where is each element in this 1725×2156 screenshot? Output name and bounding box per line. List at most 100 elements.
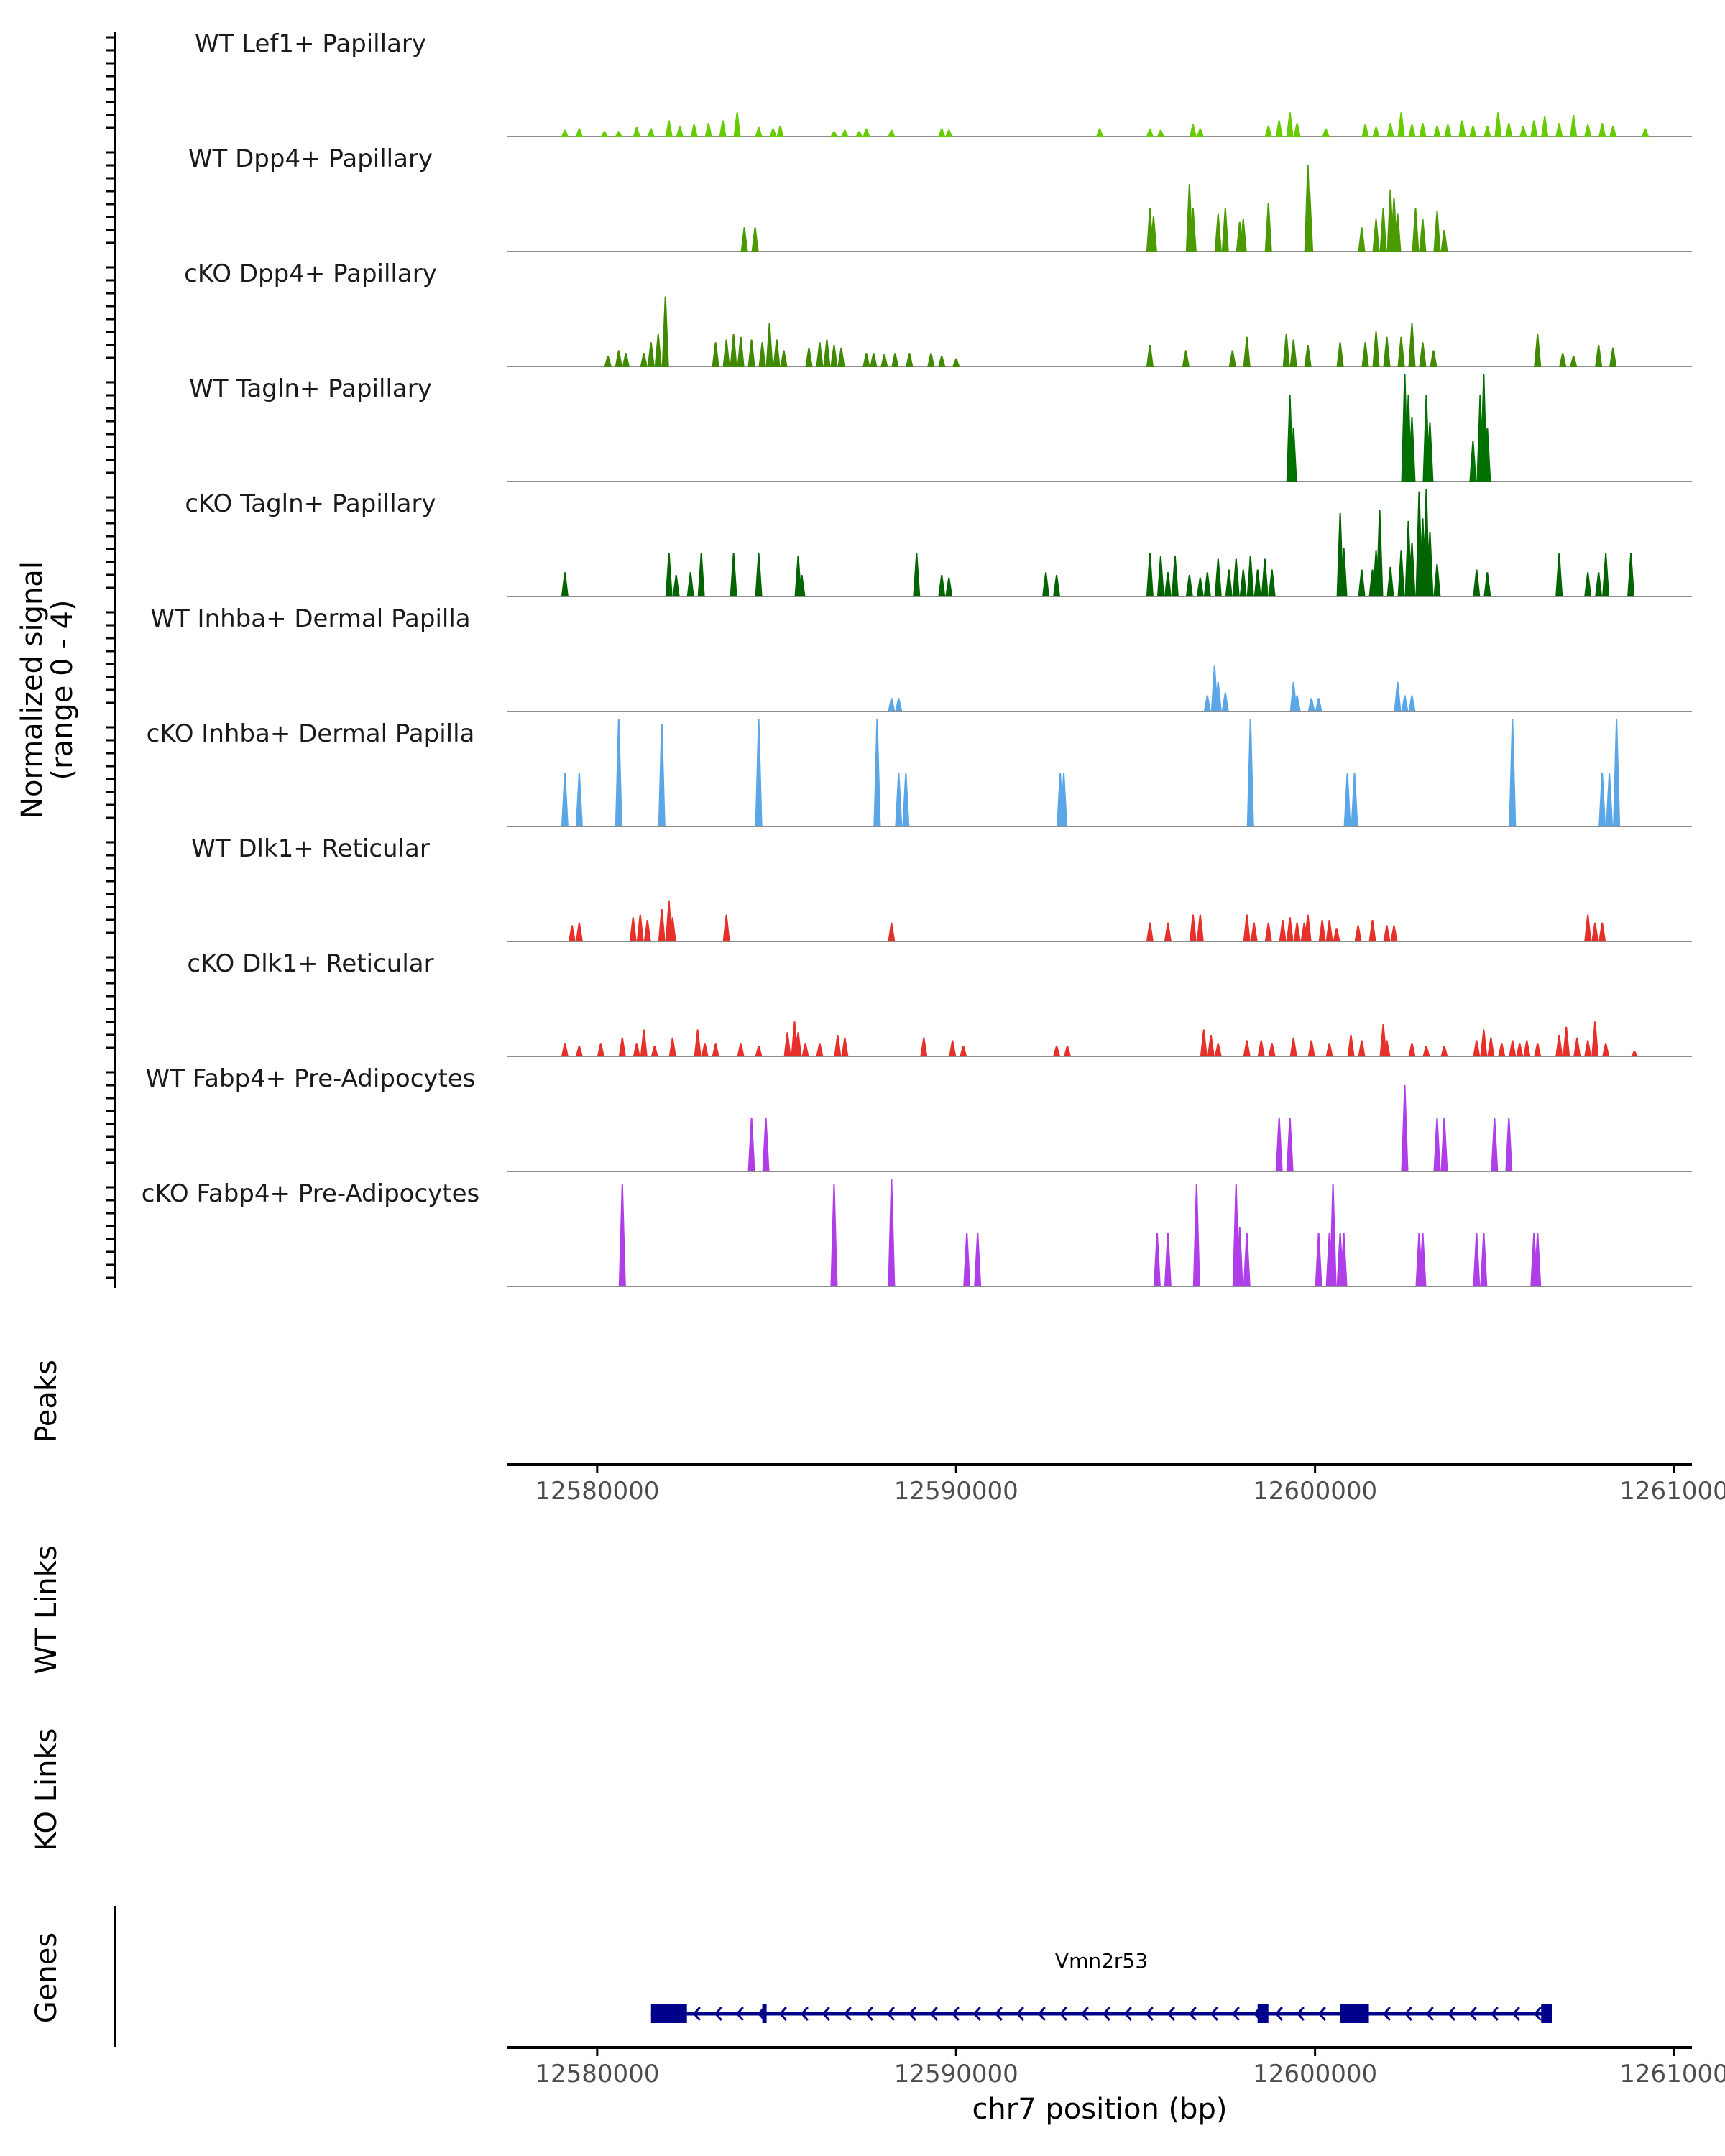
coverage-peak <box>1243 336 1251 367</box>
coverage-peak <box>1275 120 1283 137</box>
gene-name: Vmn2r53 <box>1055 1949 1148 1973</box>
coverage-peak <box>1534 334 1542 367</box>
coverage-peak <box>1397 112 1405 137</box>
coverage-peak <box>1318 920 1326 941</box>
coverage-peak <box>773 339 781 367</box>
coverage-peak <box>1422 1046 1430 1056</box>
coverage-peak <box>1304 914 1312 941</box>
coverage-peak <box>712 1043 719 1056</box>
coverage-peak <box>880 354 888 367</box>
strand-arrow <box>994 2007 1003 2021</box>
y-axis-label-line: Normalized signal <box>16 561 49 819</box>
coverage-peak <box>1473 1040 1481 1056</box>
x-tick-label: 12590000 <box>894 1477 1018 1506</box>
strand-arrow <box>929 2007 938 2021</box>
coverage-peak <box>963 1233 971 1286</box>
coverage-peak <box>1397 550 1405 596</box>
coverage-peak <box>801 1043 809 1056</box>
strand-arrow <box>1533 2007 1542 2021</box>
coverage-peak <box>1473 1233 1481 1286</box>
coverage-peak <box>1433 211 1441 252</box>
coverage-peak <box>722 339 730 367</box>
x-tick-label: 12580000 <box>535 1477 659 1506</box>
coverage-peak <box>1383 1040 1391 1056</box>
coverage-peak <box>561 129 569 137</box>
coverage-peak <box>1340 548 1348 596</box>
coverage-peak <box>1401 695 1409 711</box>
coverage-peak <box>1433 564 1441 596</box>
coverage-peak <box>694 1029 702 1056</box>
coverage-peak <box>1282 334 1290 367</box>
coverage-peak <box>1412 208 1420 252</box>
coverage-peak <box>1268 569 1276 596</box>
coverage-peak <box>561 1043 569 1056</box>
coverage-peak <box>1591 922 1599 941</box>
coverage-peak <box>1243 1040 1251 1056</box>
coverage-peak <box>1419 219 1427 252</box>
coverage-peak <box>1358 227 1366 252</box>
coverage-peak <box>1408 695 1416 711</box>
coverage-peak <box>676 126 684 137</box>
coverage-peak <box>1408 323 1416 367</box>
coverage-peak <box>927 353 935 367</box>
track-label: WT Tagln+ Papillary <box>189 374 432 403</box>
coverage-peak <box>640 1029 648 1056</box>
coverage-peak <box>1236 1227 1243 1286</box>
strand-arrow <box>1512 2007 1520 2021</box>
coverage-peak <box>1573 1037 1581 1056</box>
coverage-peak <box>1146 128 1154 137</box>
strand-arrow <box>865 2007 873 2021</box>
strand-arrow <box>1231 2007 1240 2021</box>
coverage-peak <box>1602 1043 1610 1056</box>
coverage-peak <box>1232 558 1240 596</box>
coverage-peak <box>776 126 784 137</box>
strand-arrow <box>843 2007 852 2021</box>
coverage-peak <box>888 922 896 941</box>
coverage-peak <box>938 128 946 137</box>
coverage-peak <box>1325 1043 1333 1056</box>
strand-arrow <box>886 2007 895 2021</box>
coverage-peak <box>615 773 622 826</box>
coverage-peak <box>1430 350 1438 367</box>
coverage-peak <box>1534 1043 1542 1056</box>
coverage-peak <box>697 553 705 596</box>
coverage-peak <box>805 347 813 367</box>
coverage-peak <box>1602 553 1610 596</box>
track-10: cKO Fabp4+ Pre-Adipocytes <box>142 1179 1692 1287</box>
strand-arrow <box>1167 2007 1175 2021</box>
coverage-peak <box>1189 208 1197 252</box>
coverage-peak <box>1419 342 1427 367</box>
x-tick-label: 12600000 <box>1253 1477 1377 1506</box>
x-tick-label: 12600000 <box>1253 2060 1377 2088</box>
coverage-peak <box>1426 532 1434 596</box>
coverage-peak <box>1584 914 1592 941</box>
coverage-peak <box>1196 914 1204 941</box>
coverage-peak <box>575 922 583 941</box>
coverage-peak <box>938 575 946 596</box>
coverage-peak <box>658 909 666 941</box>
coverage-peak <box>891 353 899 367</box>
strand-arrow <box>1059 2007 1067 2021</box>
coverage-peak <box>1239 219 1247 252</box>
coverage-peak <box>1440 1046 1448 1056</box>
coverage-peak <box>1264 203 1272 252</box>
coverage-peak <box>1376 510 1384 596</box>
coverage-peak <box>647 128 655 137</box>
coverage-peak <box>712 342 719 367</box>
bottom-x-axis: 12580000 12590000 12600000 1261000 <box>507 2046 1725 2088</box>
coverage-peak <box>640 353 648 367</box>
coverage-peak <box>1156 556 1164 596</box>
coverage-peak <box>1595 572 1603 596</box>
coverage-peak <box>672 575 680 596</box>
coverage-peak <box>1505 123 1513 137</box>
coverage-peak <box>862 353 870 367</box>
x-tick-label: 12580000 <box>535 2060 659 2088</box>
annotation-label: KO Links <box>30 1728 63 1851</box>
coverage-peak <box>1480 1029 1488 1056</box>
coverage-peak <box>1541 116 1549 137</box>
coverage-peak <box>704 123 712 137</box>
coverage-peak <box>1200 1029 1208 1056</box>
coverage-peak <box>1372 126 1380 137</box>
y-axis-label-line: (range 0 - 4) <box>46 600 79 780</box>
